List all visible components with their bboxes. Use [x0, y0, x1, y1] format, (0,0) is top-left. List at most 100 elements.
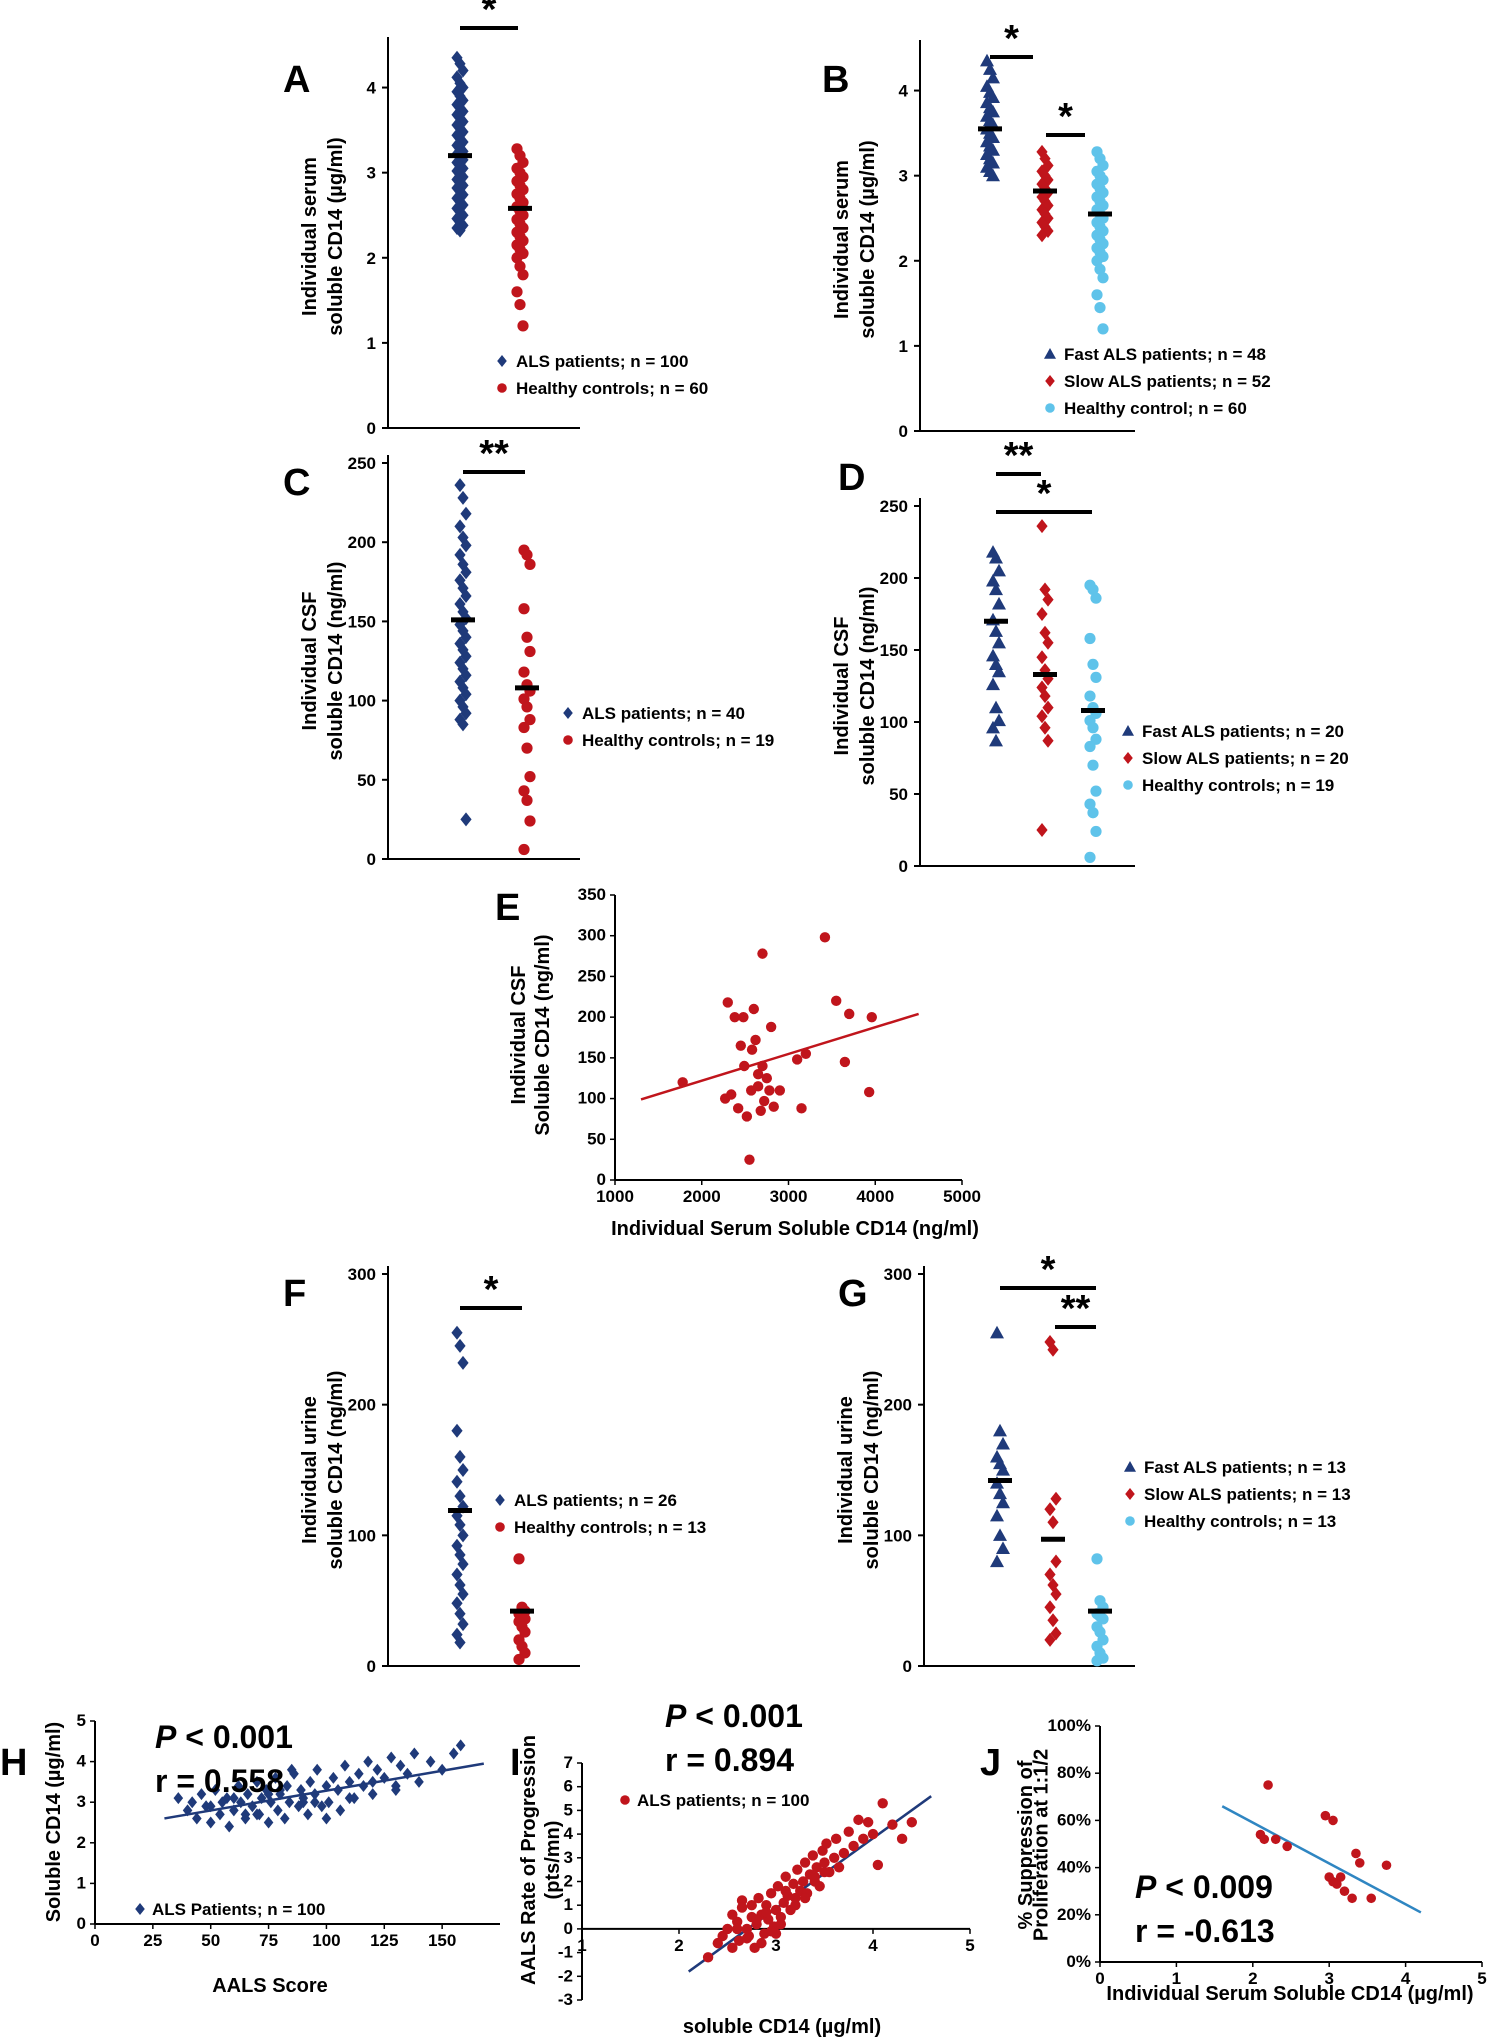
data-point [809, 1871, 820, 1882]
legend-label: Healthy controls; n = 13 [514, 1518, 706, 1537]
data-point [451, 1423, 463, 1438]
y-tick-label: 1 [77, 1873, 86, 1892]
y-tick-label: 300 [578, 926, 606, 945]
data-point [989, 582, 1003, 596]
data-point [1270, 1834, 1281, 1845]
y-tick-label: 0 [367, 1657, 376, 1676]
data-point [738, 1011, 749, 1023]
significance-label: * [1041, 1249, 1056, 1291]
data-point [1335, 1872, 1346, 1882]
panel-letter: E [495, 887, 520, 929]
data-point [454, 1517, 466, 1532]
chart-panel-d: 0 50 100 150 200 250 Individual CSF soluble CD1… [831, 435, 1349, 876]
data-point [233, 1779, 244, 1792]
data-point [1084, 632, 1096, 645]
data-point [286, 1763, 297, 1776]
y-tick-label: 100 [578, 1089, 606, 1108]
data-point [765, 1888, 777, 1899]
data-point [727, 1942, 738, 1954]
chart-panel-c: 0 50 100 150 200 250 Individual CSF soluble CD1… [283, 433, 774, 869]
data-point [800, 1048, 812, 1059]
data-point [1036, 228, 1048, 243]
y-tick-label: 5 [564, 1800, 573, 1819]
data-point [293, 1800, 304, 1813]
data-point [830, 1833, 842, 1845]
legend-label: Healthy control; n = 60 [1064, 399, 1247, 418]
data-point [989, 733, 1003, 747]
data-point [765, 1021, 777, 1033]
data-point [187, 1796, 197, 1809]
p-value: P < 0.001 [155, 1719, 293, 1755]
y-tick-label: 0 [903, 1657, 912, 1676]
y-tick-label: 3 [899, 167, 908, 186]
data-point [460, 506, 472, 521]
data-point [1050, 1587, 1062, 1602]
data-point [252, 1808, 262, 1821]
data-point [513, 1553, 525, 1565]
data-point [457, 1355, 469, 1370]
data-point [454, 1338, 466, 1353]
data-point [1084, 740, 1096, 753]
data-point [409, 1747, 420, 1760]
y-tick-label: 0 [77, 1914, 86, 1933]
data-point [780, 1871, 791, 1882]
data-point [989, 550, 1003, 564]
y-tick-label: 50 [357, 771, 376, 790]
data-point [853, 1814, 864, 1826]
data-point [1097, 323, 1109, 335]
data-point [460, 565, 472, 580]
data-point [1090, 785, 1102, 797]
significance-label: * [1058, 96, 1073, 138]
data-point [993, 1528, 1007, 1541]
data-point [759, 1095, 770, 1107]
data-point [519, 1626, 531, 1638]
legend-marker [497, 383, 507, 393]
data-point [317, 1800, 327, 1813]
data-point [460, 538, 472, 553]
data-point [344, 1775, 355, 1788]
data-point [521, 701, 533, 713]
data-point [391, 1779, 401, 1792]
y-tick-label: 0 [597, 1170, 606, 1189]
y-tick-label: 300 [884, 1265, 912, 1284]
data-point [517, 320, 529, 332]
data-point [757, 1060, 768, 1072]
data-point [215, 1808, 225, 1821]
data-point [1282, 1841, 1292, 1852]
x-tick-label: 25 [143, 1931, 162, 1950]
data-point [829, 1852, 840, 1864]
data-point [454, 478, 466, 493]
data-point [1094, 263, 1106, 275]
y-tick-label: 2 [77, 1833, 86, 1852]
data-point [263, 1816, 274, 1829]
y-tick-label: 200 [348, 533, 376, 552]
data-point [1050, 1626, 1062, 1641]
data-point [451, 1567, 463, 1582]
data-point [1042, 671, 1054, 686]
y-tick-label: 4 [899, 82, 909, 101]
data-point [1039, 689, 1051, 704]
data-point [514, 260, 526, 272]
data-point [455, 1739, 466, 1752]
legend-marker [495, 1494, 505, 1506]
data-point [511, 252, 523, 264]
data-point [310, 1796, 320, 1809]
y-tick-label: 50 [587, 1129, 606, 1148]
data-point [887, 1819, 898, 1830]
chart-panel-g: 0 100 200 300 Individual urine soluble CD14 (… [835, 1249, 1351, 1676]
data-point [736, 1902, 748, 1913]
legend-label: ALS patients; n = 40 [582, 704, 745, 723]
data-point [1050, 1554, 1062, 1569]
y-axis-title: Individual urine soluble CD14 (ng/ml) [299, 1371, 347, 1570]
x-axis-title: soluble CD14 (µg/ml) [683, 2016, 881, 2038]
data-point [862, 1817, 874, 1828]
data-point [993, 1486, 1007, 1500]
data-point [819, 1866, 830, 1878]
data-point [451, 1596, 463, 1611]
data-point [750, 1034, 761, 1046]
data-point [279, 1812, 290, 1825]
data-point [256, 1792, 267, 1805]
y-axis-title-line: Individual serum [299, 157, 321, 316]
data-point [792, 1864, 803, 1875]
